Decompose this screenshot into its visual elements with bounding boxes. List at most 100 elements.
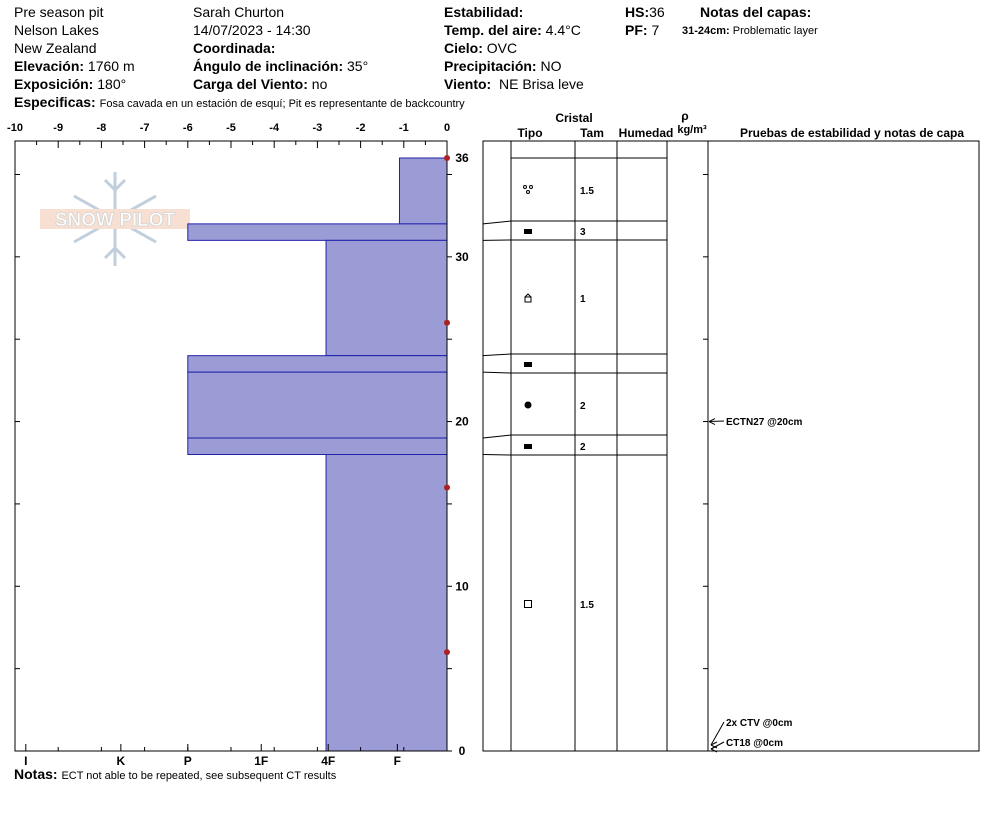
hardness-profile (187, 157, 448, 752)
grain-precip-particles-icon (523, 185, 533, 194)
temp-tick-label: -5 (226, 122, 236, 134)
slope: Ángulo de inclinación: 35° (193, 58, 368, 75)
hardness-bar-5 (187, 437, 448, 455)
exposure-label: Exposición: (14, 76, 94, 92)
grain-roof (524, 293, 532, 298)
sky-label: Cielo: (444, 40, 483, 56)
hardness-bar-0 (398, 157, 448, 225)
temp-tick-label: -6 (183, 122, 193, 134)
coordinate-label: Coordinada: (193, 40, 276, 56)
grain-dot (523, 185, 527, 189)
temp-tick-label: -3 (313, 122, 323, 134)
temp-point-1 (444, 319, 450, 326)
elevation-value: 1760 m (87, 58, 135, 74)
layer-note: 31-24cm: Problematic layer (682, 23, 818, 40)
height-tick-label: 0 (459, 744, 466, 758)
temp-tick-label: -7 (140, 122, 150, 134)
air-temp-value: 4.4°C (545, 22, 581, 38)
grain-rounded-icon (524, 401, 532, 409)
stability-label: Estabilidad: (444, 4, 524, 20)
hardness-tick-label: P (184, 754, 192, 768)
precipitation-value: NO (540, 58, 562, 74)
air-temp: Temp. del aire: 4.4°C (444, 22, 581, 39)
temp-tick-label: -9 (53, 122, 63, 134)
connector-line-4 (482, 434, 512, 439)
specifics: Especificas: Fosa cavada en un estación … (14, 94, 465, 113)
hardness-bar-4 (187, 371, 448, 439)
height-tick-label: 10 (455, 579, 469, 593)
type-header: Tipo (517, 126, 542, 140)
wind-load-value: no (311, 76, 328, 92)
pf-label: PF: (625, 22, 648, 38)
crystal-header: Cristal (555, 111, 592, 125)
table-frame (482, 140, 980, 752)
hs-value: 36 (649, 4, 665, 20)
hardness-tick-label: 4F (321, 754, 335, 768)
height-tick-label: 20 (455, 415, 469, 429)
stability: Estabilidad: (444, 4, 523, 21)
grain-dot (529, 185, 533, 189)
layer-notes: Notas del capas: (700, 4, 811, 21)
wind: Viento: NE Brisa leve (444, 76, 584, 93)
grain-size-label: 2 (580, 442, 586, 453)
wind-load-label: Carga del Viento: (193, 76, 308, 92)
temp-tick-label: -4 (269, 122, 280, 134)
observer: Sarah Churton (193, 4, 285, 20)
grain-size-label: 1.5 (580, 600, 594, 611)
wind-value: NE Brisa leve (498, 76, 584, 92)
test-arrow-2 (710, 745, 718, 753)
grain-crust-icon (524, 362, 532, 367)
test-arrow-1 (710, 741, 718, 749)
connector-line-2 (482, 353, 512, 357)
location-line2: New Zealand (14, 40, 97, 56)
tests-header: Pruebas de estabilidad y notas de capa (740, 126, 964, 140)
grain-block (524, 362, 532, 367)
overlay (444, 155, 450, 656)
hardness-tick-label: K (117, 754, 126, 768)
layer-notes-label: Notas del capas: (700, 4, 812, 20)
hardness-tick-label: I (24, 754, 27, 768)
grain-square (524, 600, 532, 608)
temp-point-0 (444, 155, 450, 161)
rho-header: ρ (681, 109, 688, 123)
grain-block (524, 444, 532, 449)
height-tick-label: 36 (455, 151, 469, 165)
temp-tick-label: 0 (444, 122, 450, 134)
exposure: Exposición: 180° (14, 76, 126, 93)
wind-load: Carga del Viento: no (193, 76, 327, 93)
hardness-bar-1 (187, 223, 448, 241)
specifics-label: Especificas: (14, 94, 96, 110)
hardness-bar-2 (325, 239, 448, 357)
grain-faceted-icon (524, 293, 532, 303)
moisture-header: Humedad (619, 126, 674, 140)
pf: PF: 7 (625, 22, 659, 39)
stability-test-label: ECTN27 @20cm (726, 417, 803, 428)
hardness-tick-label: F (394, 754, 401, 768)
notes: Notas: ECT not able to be repeated, see … (14, 766, 336, 785)
exposure-value: 180° (97, 76, 127, 92)
test-arrow-0 (708, 418, 716, 426)
grain-crust-icon (524, 444, 532, 449)
specifics-text: Fosa cavada en un estación de esquí; Pit… (99, 98, 465, 110)
grain-dot (524, 401, 532, 409)
temp-point-2 (444, 484, 450, 491)
coordinate: Coordinada: (193, 40, 275, 57)
temp-point-3 (444, 649, 450, 656)
elevation-label: Elevación: (14, 58, 85, 74)
sky-value: OVC (486, 40, 518, 56)
grain-size-label: 1.5 (580, 186, 594, 197)
grain-faceted-square-icon (524, 600, 532, 608)
size-header: Tam (580, 126, 604, 140)
layer-note-text: Problematic layer (732, 25, 818, 37)
precipitation-label: Precipitación: (444, 58, 537, 74)
temp-tick-label: -2 (356, 122, 366, 134)
notes-label: Notas: (14, 766, 58, 782)
temp-tick-label: -8 (97, 122, 107, 134)
stability-test-label: 2x CTV @0cm (726, 718, 793, 729)
height-tick-label: 30 (455, 250, 469, 264)
slope-value: 35° (347, 58, 369, 74)
density-unit-header: kg/m³ (677, 124, 707, 136)
hs-label: HS: (625, 4, 650, 20)
test-pointer-1 (710, 721, 725, 746)
